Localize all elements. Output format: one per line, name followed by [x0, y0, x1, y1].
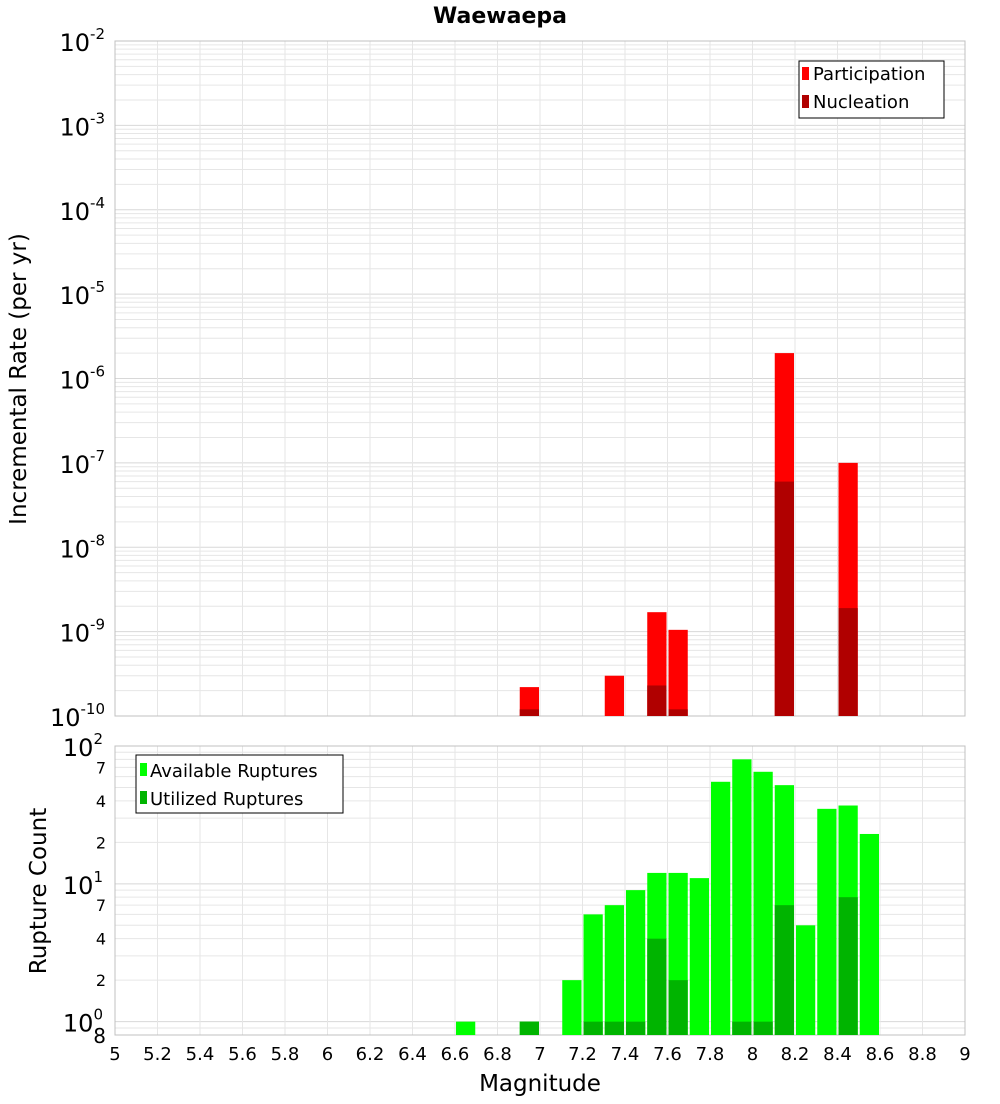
nucleation-bar — [774, 481, 794, 716]
available-bar — [859, 833, 879, 1035]
participation-bar — [668, 629, 688, 716]
y-tick-label: 101 — [63, 868, 103, 900]
participation-bar — [604, 675, 624, 716]
available-bar — [732, 759, 752, 1035]
x-axis-label: Magnitude — [479, 1071, 601, 1097]
x-tick-label: 8.6 — [866, 1044, 895, 1065]
utilized-bar — [732, 1021, 752, 1035]
legend-swatch-utilized — [140, 791, 147, 804]
rate-plot: 10-2 10-3 10-4 10-5 10-6 10-7 10-8 10-9 10-10 — [50, 25, 966, 732]
x-tick-label: 8.8 — [908, 1044, 937, 1065]
legend-label-available: Available Ruptures — [150, 761, 318, 782]
x-tick-label: 6 — [322, 1044, 333, 1065]
y-tick-label: 102 — [63, 730, 103, 762]
y-minor-tick-label: 2 — [96, 833, 106, 852]
x-tick-label: 7.6 — [653, 1044, 682, 1065]
y-tick-label: 100 — [63, 1006, 103, 1038]
y-tick-label: 10-2 — [59, 25, 105, 57]
x-tick-label: 5.6 — [228, 1044, 257, 1065]
utilized-bar — [668, 980, 688, 1035]
y-minor-tick-label: 7 — [96, 758, 106, 777]
available-bar — [817, 808, 837, 1035]
nucleation-bar — [519, 709, 539, 716]
x-tick-label: 8.2 — [781, 1044, 810, 1065]
y-minor-tick-label: 4 — [96, 930, 106, 949]
x-tick-label: 7.8 — [696, 1044, 725, 1065]
legend-label-participation: Participation — [813, 64, 925, 85]
bottom-y-axis-label: Rupture Count — [26, 808, 52, 974]
x-tick-label: 5.8 — [271, 1044, 300, 1065]
x-tick-label: 9 — [959, 1044, 970, 1065]
rate-legend: Participation Nucleation — [798, 60, 945, 119]
x-tick-label: 5 — [109, 1044, 120, 1065]
y-tick-label: 10-7 — [59, 447, 105, 479]
utilized-bar — [583, 1021, 603, 1035]
x-tick-label: 6.6 — [441, 1044, 470, 1065]
nucleation-bar — [647, 685, 667, 716]
utilized-bar — [519, 1021, 539, 1035]
available-bar — [604, 905, 624, 1035]
utilized-bar — [774, 905, 794, 1035]
y-minor-tick-label: 8 — [93, 1024, 106, 1048]
utilized-bar — [604, 1021, 624, 1035]
participation-bar — [519, 687, 539, 716]
available-bar — [689, 878, 709, 1035]
plot-frame — [114, 40, 966, 717]
y-minor-tick-label: 7 — [96, 896, 106, 915]
y-tick-label: 10-3 — [59, 109, 105, 141]
y-tick-label: 10-6 — [59, 363, 105, 395]
plot-frame — [114, 745, 966, 1036]
y-tick-label: 10-9 — [59, 616, 105, 648]
available-bar — [583, 914, 603, 1035]
y-tick-label: 10-4 — [59, 194, 105, 226]
x-tick-label: 5.2 — [143, 1044, 172, 1065]
chart-title: Waewaepa — [433, 4, 567, 29]
utilized-bar — [838, 897, 858, 1035]
y-minor-tick-label: 2 — [96, 971, 106, 990]
top-y-axis-label: Incremental Rate (per yr) — [6, 233, 32, 525]
utilized-bar — [626, 1021, 646, 1035]
count-legend: Available Ruptures Utilized Ruptures — [135, 754, 344, 814]
available-bar — [562, 980, 582, 1035]
x-tick-label: 6.8 — [483, 1044, 512, 1065]
utilized-bar — [753, 1021, 773, 1035]
y-tick-label: 10-8 — [59, 531, 105, 563]
available-bar — [456, 1021, 476, 1035]
available-bar — [753, 771, 773, 1035]
x-tick-label: 8 — [747, 1044, 758, 1065]
x-tick-label: 7.2 — [568, 1044, 597, 1065]
y-tick-label: 10-10 — [50, 700, 105, 732]
x-tick-label: 5.4 — [186, 1044, 215, 1065]
available-bar — [796, 925, 816, 1035]
available-bar — [711, 781, 731, 1035]
available-bar — [626, 890, 646, 1035]
x-tick-label: 8.4 — [823, 1044, 852, 1065]
legend-label-nucleation: Nucleation — [813, 92, 909, 113]
legend-label-utilized: Utilized Ruptures — [150, 789, 303, 810]
utilized-bar — [647, 938, 667, 1035]
y-tick-label: 10-5 — [59, 278, 105, 310]
legend-swatch-nucleation — [802, 95, 809, 108]
x-tick-label: 6.4 — [398, 1044, 427, 1065]
x-tick-label: 6.2 — [356, 1044, 385, 1065]
x-tick-label: 7.4 — [611, 1044, 640, 1065]
x-tick-label: 7 — [534, 1044, 545, 1065]
legend-swatch-available — [140, 763, 147, 776]
legend-swatch-participation — [802, 67, 809, 80]
nucleation-bar — [838, 608, 858, 716]
y-minor-tick-label: 4 — [96, 792, 106, 811]
nucleation-bar — [668, 709, 688, 716]
